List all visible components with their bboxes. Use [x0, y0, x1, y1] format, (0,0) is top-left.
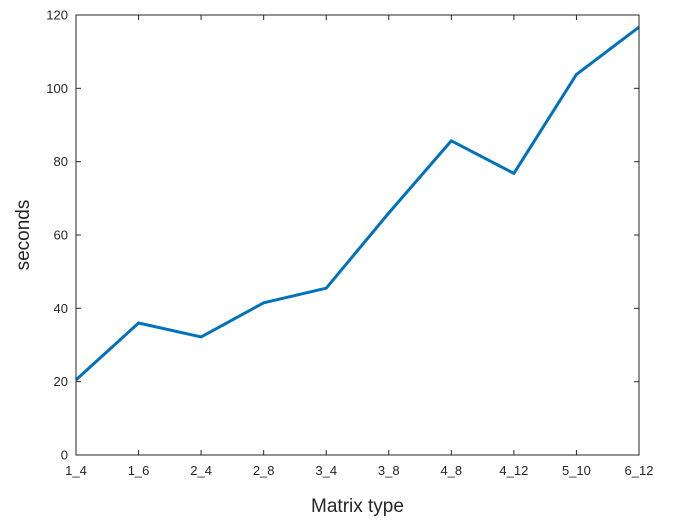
y-tick-label: 0 — [61, 448, 68, 463]
plot-area-frame — [75, 14, 640, 456]
x-tick-label: 4_8 — [440, 463, 462, 478]
y-tick-label: 80 — [54, 154, 68, 169]
y-tick-label: 40 — [54, 301, 68, 316]
series-group — [74, 25, 640, 381]
x-tick-label: 2_8 — [253, 463, 275, 478]
y-tick-label: 120 — [46, 8, 68, 23]
x-axis-title: Matrix type — [311, 496, 404, 517]
y-tick-label: 100 — [46, 81, 68, 96]
plot-area-background — [76, 15, 639, 455]
y-tick-label: 60 — [54, 228, 68, 243]
x-tick-label: 1_6 — [128, 463, 150, 478]
x-tick-labels: 1_4 1_6 2_4 2_8 3_4 3_8 4_8 4_12 5_10 6_12 — [65, 463, 653, 478]
y-tick-labels: 0 20 40 60 80 100 120 — [46, 8, 68, 463]
y-tick-label: 20 — [54, 374, 68, 389]
x-tick-label: 6_12 — [625, 463, 654, 478]
x-tick-label: 4_12 — [499, 463, 528, 478]
x-tick-label: 5_10 — [562, 463, 591, 478]
x-tick-label: 3_8 — [378, 463, 400, 478]
series-line — [74, 25, 640, 381]
y-axis-title: seconds — [13, 200, 34, 271]
x-tick-label: 2_4 — [190, 463, 212, 478]
x-tick-label: 3_4 — [315, 463, 337, 478]
axis-ticks — [75, 14, 640, 456]
x-tick-label: 1_4 — [65, 463, 87, 478]
